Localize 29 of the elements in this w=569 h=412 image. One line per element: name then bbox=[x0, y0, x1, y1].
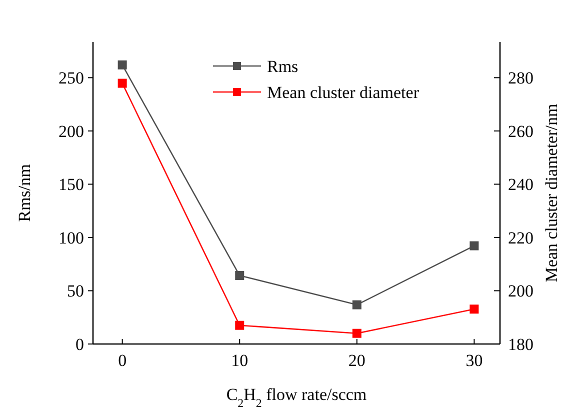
y2-tick-label: 220 bbox=[508, 228, 534, 248]
y-tick-label: 150 bbox=[58, 175, 84, 194]
x-tick-label: 0 bbox=[118, 351, 127, 370]
y-tick-label: 0 bbox=[76, 335, 84, 354]
y-tick-label: 100 bbox=[58, 228, 84, 248]
y2-tick-label: 260 bbox=[508, 122, 534, 141]
point bbox=[118, 60, 127, 70]
y-tick-label: 200 bbox=[58, 122, 84, 141]
point bbox=[118, 78, 127, 88]
point bbox=[352, 328, 362, 338]
y2-tick-label: 200 bbox=[508, 282, 534, 301]
point bbox=[235, 320, 244, 330]
y-tick-label: 250 bbox=[58, 68, 84, 88]
y2-tick-label: 240 bbox=[508, 175, 534, 194]
x-tick-label: 30 bbox=[466, 351, 483, 370]
point bbox=[352, 300, 362, 310]
x-axis-title: C$_{2}$H$_{2}$ flow rate/sccm bbox=[226, 385, 367, 410]
legend-label: Mean cluster diameter bbox=[267, 83, 420, 102]
y2-tick-label: 280 bbox=[508, 68, 534, 88]
x-tick-label: 10 bbox=[231, 351, 248, 370]
point bbox=[470, 304, 479, 314]
y2-axis-title: Mean cluster diameter/nm bbox=[542, 104, 561, 282]
x-tick-label: 20 bbox=[348, 351, 366, 370]
y-tick-label: 50 bbox=[67, 282, 84, 301]
y-axis-title: Rms/nm bbox=[15, 164, 34, 222]
y2-tick-label: 180 bbox=[508, 335, 534, 354]
legend-label: Rms bbox=[267, 57, 298, 76]
point bbox=[470, 241, 479, 250]
point bbox=[235, 271, 244, 280]
